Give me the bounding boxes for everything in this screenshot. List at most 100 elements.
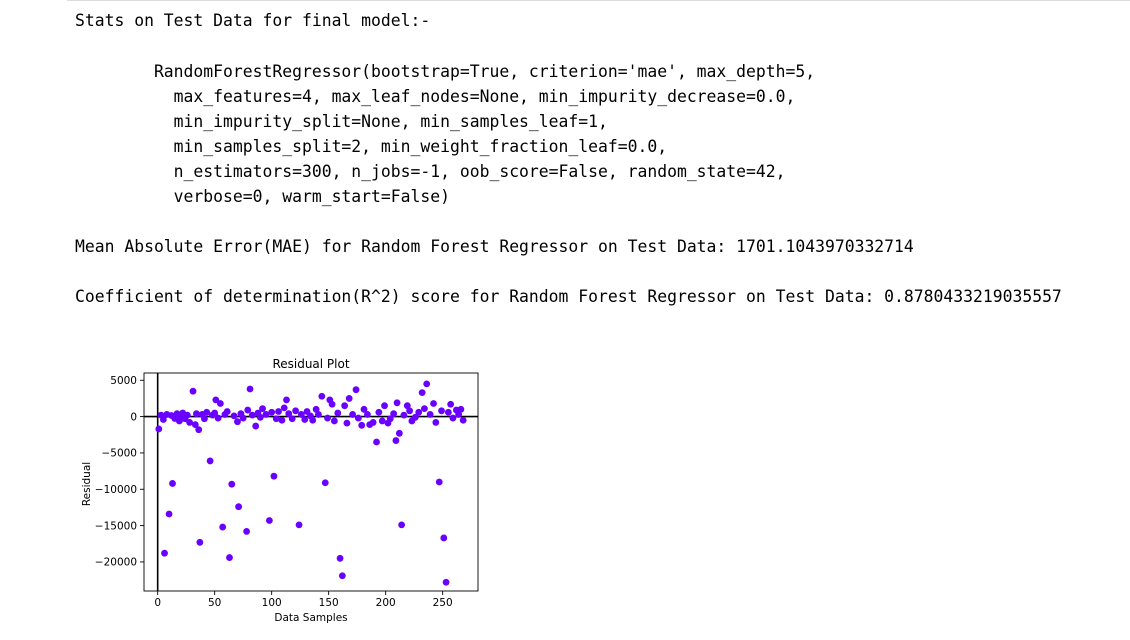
scatter-points <box>155 380 467 586</box>
data-point <box>369 419 377 426</box>
data-point <box>430 400 437 407</box>
y-axis-label: Residual <box>81 462 93 506</box>
data-point <box>338 572 346 580</box>
data-point <box>354 414 362 422</box>
data-point <box>201 415 208 423</box>
data-point <box>234 418 241 426</box>
data-point <box>307 412 314 420</box>
data-point <box>440 534 448 542</box>
data-point <box>292 407 300 415</box>
data-point <box>223 408 231 415</box>
data-point <box>161 549 168 557</box>
mae-result-line: Mean Absolute Error(MAE) for Random Fore… <box>75 237 914 256</box>
data-point <box>295 521 303 529</box>
cell-top-border <box>67 0 1130 1</box>
data-point <box>411 413 419 421</box>
data-point <box>159 416 167 423</box>
data-point <box>378 417 386 425</box>
data-point <box>459 416 467 424</box>
data-point <box>278 416 286 424</box>
data-point <box>309 416 317 424</box>
data-point <box>265 517 273 524</box>
data-point <box>330 417 338 425</box>
y-tick-label: −10000 <box>95 484 137 496</box>
output-heading: Stats on Test Data for final model:- <box>75 11 431 30</box>
data-point <box>384 419 392 427</box>
data-point <box>393 399 401 407</box>
data-point <box>283 396 290 404</box>
data-point <box>181 415 189 423</box>
data-point <box>280 404 288 412</box>
x-tick-label: 50 <box>208 597 221 609</box>
data-point <box>321 479 329 487</box>
data-point <box>452 406 460 414</box>
data-point <box>364 411 371 418</box>
data-point <box>312 405 320 413</box>
data-point <box>392 437 400 444</box>
data-point <box>349 411 357 418</box>
data-point <box>315 411 322 418</box>
data-point <box>408 417 416 425</box>
data-point <box>256 413 264 421</box>
data-point <box>449 414 457 422</box>
data-point <box>175 417 183 425</box>
data-point <box>226 554 233 561</box>
data-point <box>455 411 463 418</box>
r2-result-line: Coefficient of determination(R^2) score … <box>75 287 1062 306</box>
data-point <box>171 415 179 422</box>
data-point <box>426 411 434 418</box>
data-point <box>381 402 388 410</box>
data-point <box>191 421 199 428</box>
data-point <box>221 411 229 418</box>
x-tick-label: 250 <box>433 597 453 609</box>
data-point <box>214 414 222 422</box>
data-point <box>248 411 256 419</box>
plot-lines <box>144 373 478 591</box>
data-point <box>334 409 342 417</box>
data-point <box>457 405 465 413</box>
data-point <box>169 480 176 487</box>
data-point <box>228 480 236 488</box>
data-point <box>442 578 450 586</box>
data-point <box>328 400 336 408</box>
data-point <box>262 411 270 418</box>
data-point <box>206 457 214 465</box>
data-point <box>157 411 165 419</box>
data-point <box>163 411 171 418</box>
data-point <box>386 415 394 423</box>
data-point <box>406 407 413 415</box>
data-point <box>198 411 206 418</box>
data-point <box>341 402 349 410</box>
data-point <box>243 528 250 535</box>
data-point <box>400 411 408 419</box>
data-point <box>415 408 423 416</box>
data-point <box>435 478 443 486</box>
data-point <box>189 387 197 395</box>
model-repr-line-3: min_impurity_split=None, min_samples_lea… <box>75 112 608 131</box>
data-point <box>418 389 426 397</box>
data-point <box>235 503 243 511</box>
data-point <box>237 410 245 418</box>
data-point <box>326 396 334 404</box>
data-point <box>447 400 455 408</box>
data-point <box>421 405 428 413</box>
data-point <box>297 411 305 418</box>
data-point <box>230 412 238 420</box>
data-point <box>216 400 224 407</box>
plot-axes <box>140 372 479 595</box>
y-tick-label: 0 <box>130 411 137 423</box>
data-point <box>373 438 380 446</box>
data-point <box>196 538 204 546</box>
data-point <box>438 407 445 415</box>
y-tick-label: −20000 <box>95 557 137 569</box>
data-point <box>318 392 326 400</box>
y-tick-label: 5000 <box>110 375 137 387</box>
data-point <box>303 408 311 415</box>
data-point <box>203 408 211 416</box>
model-repr-line-6: verbose=0, warm_start=False) <box>75 187 450 206</box>
data-point <box>183 411 191 419</box>
data-point <box>345 395 353 402</box>
data-point <box>186 419 194 426</box>
data-point <box>179 409 187 417</box>
data-point <box>285 410 293 418</box>
